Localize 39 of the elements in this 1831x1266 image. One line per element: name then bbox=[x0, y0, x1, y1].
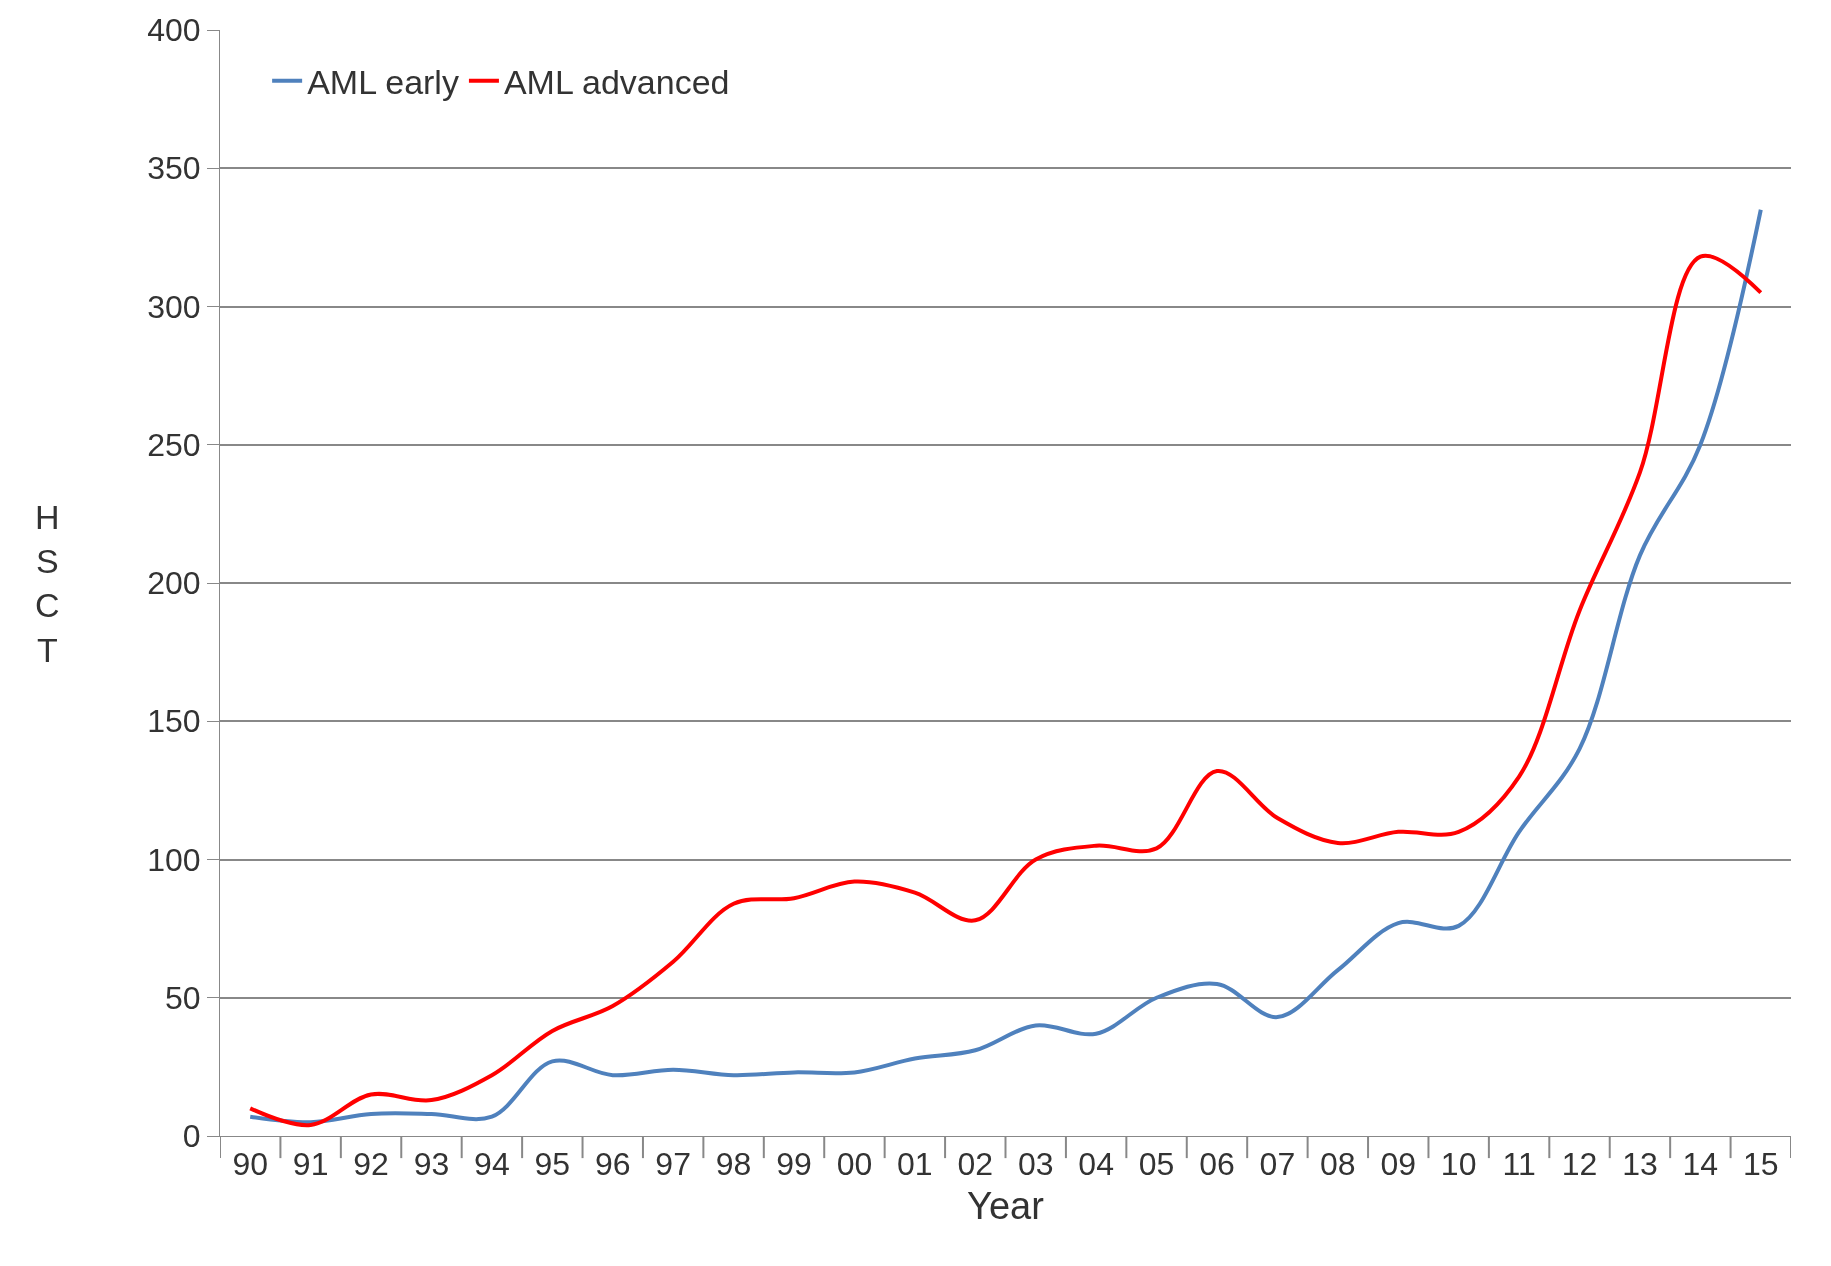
x-axis-title: Year bbox=[967, 1184, 1045, 1227]
x-tick-label: 15 bbox=[1742, 1146, 1779, 1183]
x-tick-label: 99 bbox=[776, 1146, 812, 1183]
x-tick-label: 04 bbox=[1078, 1146, 1114, 1183]
y-tick-label: 300 bbox=[147, 288, 201, 325]
x-tick-label: 97 bbox=[655, 1146, 691, 1183]
x-tick-label: 94 bbox=[474, 1146, 510, 1183]
y-tick-label: 150 bbox=[147, 703, 201, 740]
x-tick-label: 93 bbox=[413, 1146, 450, 1183]
x-tick-label: 13 bbox=[1622, 1146, 1658, 1183]
legend-label: AML advanced bbox=[503, 62, 730, 101]
x-tick-label: 96 bbox=[594, 1146, 631, 1183]
x-tick-label: 06 bbox=[1199, 1146, 1235, 1183]
x-tick-label: 11 bbox=[1502, 1146, 1536, 1183]
x-tick-label: 10 bbox=[1440, 1146, 1477, 1183]
x-tick-label: 90 bbox=[232, 1146, 269, 1183]
y-tick-label: 100 bbox=[147, 841, 201, 878]
x-tick-label: 01 bbox=[897, 1146, 933, 1183]
x-tick-label: 09 bbox=[1380, 1146, 1417, 1183]
x-tick-label: 98 bbox=[715, 1146, 752, 1183]
x-tick-label: 08 bbox=[1320, 1146, 1356, 1183]
y-tick-label: 250 bbox=[147, 426, 201, 463]
x-tick-label: 05 bbox=[1138, 1146, 1175, 1183]
x-tick-label: 12 bbox=[1561, 1146, 1598, 1183]
x-tick-label: 91 bbox=[292, 1146, 329, 1183]
x-tick-label: 92 bbox=[353, 1146, 389, 1183]
x-tick-label: 00 bbox=[836, 1146, 873, 1183]
x-tick-label: 14 bbox=[1682, 1146, 1719, 1183]
y-axis-title: HSCT bbox=[35, 498, 60, 669]
legend-label: AML early bbox=[307, 62, 459, 101]
x-tick-label: 02 bbox=[957, 1146, 994, 1183]
y-tick-label: 350 bbox=[147, 150, 201, 187]
x-tick-label: 03 bbox=[1017, 1146, 1054, 1183]
x-tick-label: 95 bbox=[534, 1146, 571, 1183]
y-tick-label: 200 bbox=[147, 565, 201, 602]
y-tick-label: 0 bbox=[182, 1118, 201, 1155]
y-tick-label: 400 bbox=[147, 12, 201, 49]
y-tick-label: 50 bbox=[165, 979, 201, 1016]
x-tick-label: 07 bbox=[1259, 1146, 1296, 1183]
